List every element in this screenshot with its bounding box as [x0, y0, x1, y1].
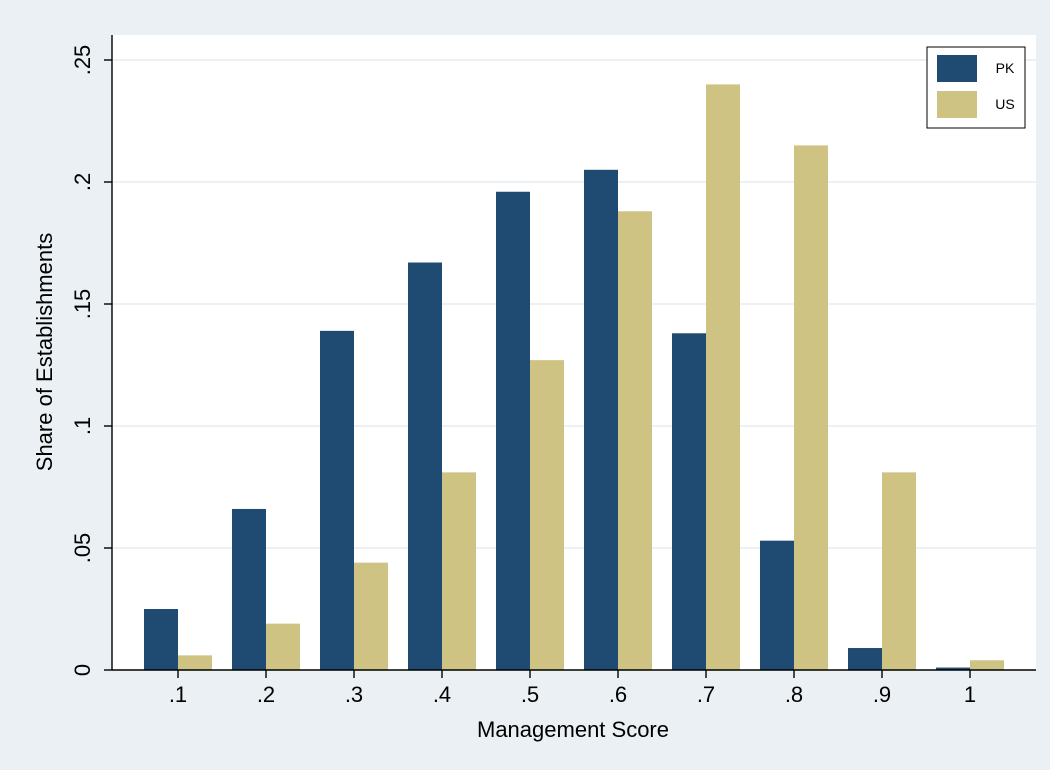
bar-pk [760, 540, 794, 670]
x-tick-label: 1 [964, 682, 976, 707]
bar-us [882, 472, 916, 670]
legend-label-pk: PK [996, 60, 1015, 76]
x-tick-label: .1 [169, 682, 187, 707]
y-ticks: 0 .05 .1 .15 .2 .25 [70, 45, 112, 676]
bar-pk [584, 169, 618, 671]
y-tick-label: .1 [70, 417, 95, 435]
legend-label-us: US [995, 96, 1014, 112]
bar-us [618, 211, 652, 670]
x-tick-label: .9 [873, 682, 891, 707]
x-axis-label: Management Score [477, 717, 669, 742]
bar-pk [848, 648, 882, 670]
x-tick-label: .4 [433, 682, 451, 707]
legend-swatch-us [937, 91, 977, 118]
bar-pk [496, 191, 530, 670]
bar-pk [320, 330, 354, 670]
x-tick-label: .6 [609, 682, 627, 707]
bar-us [178, 655, 212, 670]
y-tick-label: .15 [70, 289, 95, 320]
y-tick-label: .2 [70, 173, 95, 191]
y-tick-label: .25 [70, 45, 95, 76]
bar-us [530, 360, 564, 670]
x-tick-label: .2 [257, 682, 275, 707]
bar-pk [672, 333, 706, 670]
bar-pk [408, 262, 442, 670]
bar-pk [144, 609, 178, 670]
x-tick-label: .3 [345, 682, 363, 707]
bar-pk [232, 508, 266, 670]
x-tick-label: .7 [697, 682, 715, 707]
y-tick-label: .05 [70, 533, 95, 564]
bar-us [266, 623, 300, 670]
bars [144, 84, 1004, 671]
bar-us [442, 472, 476, 670]
bar-us [706, 84, 740, 670]
bar-us [970, 660, 1004, 670]
y-axis-label: Share of Establishments [32, 233, 57, 471]
x-ticks: .1 .2 .3 .4 .5 .6 .7 .8 .9 1 [169, 670, 976, 707]
legend: PK US [926, 46, 1026, 129]
y-tick-label: 0 [70, 664, 95, 676]
bar-pk [936, 667, 970, 670]
bar-us [794, 145, 828, 670]
x-tick-label: .5 [521, 682, 539, 707]
bar-us [354, 562, 388, 670]
legend-swatch-pk [937, 55, 977, 82]
x-tick-label: .8 [785, 682, 803, 707]
